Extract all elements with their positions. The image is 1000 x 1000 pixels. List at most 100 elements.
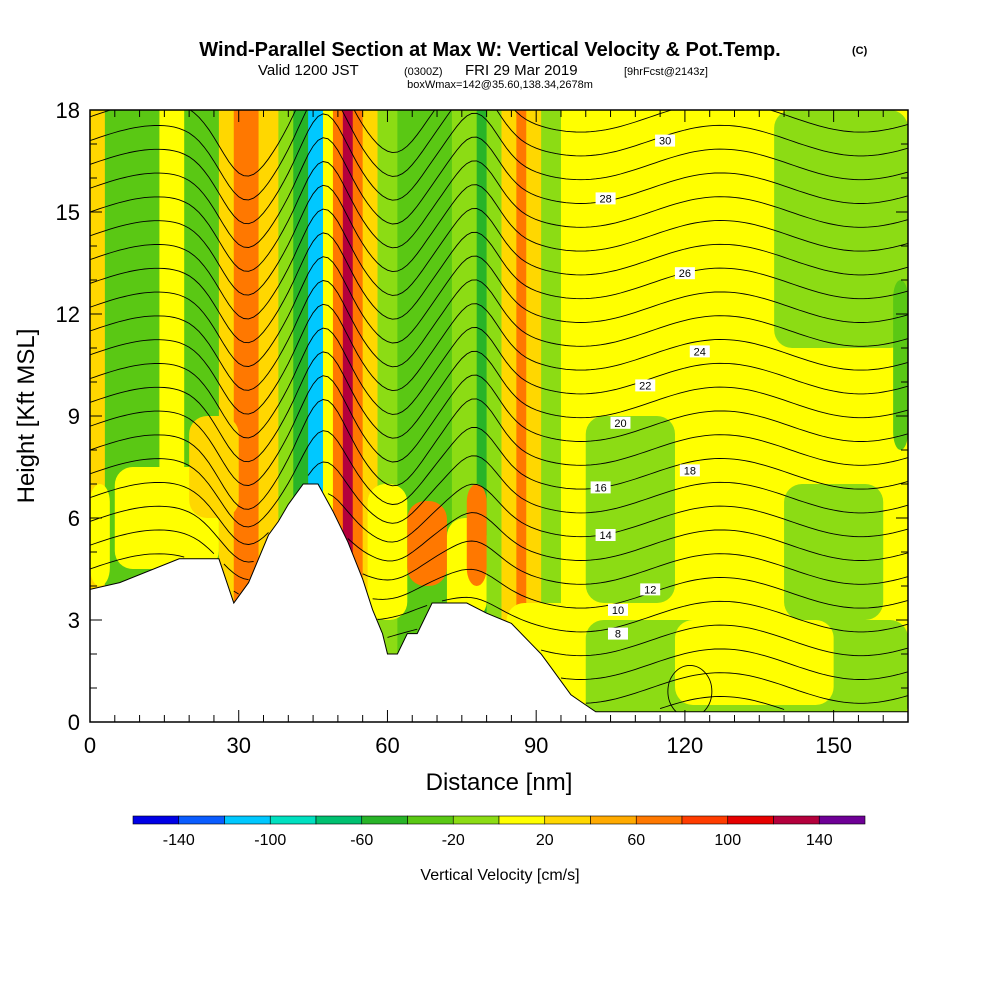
y-tick-label: 12	[56, 302, 80, 327]
theta-label: 10	[612, 605, 624, 617]
theta-contour-line	[90, 303, 908, 415]
theta-label: 16	[595, 482, 607, 494]
theta-contour-line	[372, 568, 908, 609]
colorbar-swatch	[452, 815, 500, 825]
y-tick-label: 9	[68, 404, 80, 429]
colorbar-tick-label: -20	[442, 832, 465, 849]
theta-contour-line	[560, 648, 908, 680]
theta-label: 30	[659, 136, 671, 148]
theta-label-bg	[635, 379, 656, 392]
subtitle-valid: Valid 1200 JST	[258, 62, 359, 79]
theta-contour-line	[90, 540, 908, 595]
theta-label: 12	[644, 584, 656, 596]
colorbar: -140 -100 -60 -20 20 60 100 140	[132, 815, 866, 849]
theta-contour-line	[90, 160, 908, 272]
velocity-patch	[407, 501, 447, 586]
subtitle-date: FRI 29 Mar 2019	[465, 62, 578, 79]
y-axis: 0 3 6 9 12 15 18	[56, 98, 908, 735]
theta-contour-line	[90, 483, 908, 563]
theta-label-bg	[595, 529, 616, 541]
colorbar-tick-label: 140	[806, 832, 833, 849]
theta-contour-line	[90, 136, 908, 248]
velocity-band	[323, 110, 334, 722]
colorbar-tick-label: -140	[163, 832, 195, 849]
colorbar-swatch	[315, 815, 363, 825]
theta-contour-line	[90, 455, 908, 545]
x-tick-label: 0	[84, 733, 96, 758]
velocity-patch	[674, 620, 834, 705]
theta-label-bg	[689, 345, 710, 358]
chart-subtitle: Valid 1200 JST (0300Z) FRI 29 Mar 2019 […	[258, 62, 708, 79]
theta-contour-line	[90, 427, 908, 528]
colorbar-tick-label: 60	[627, 832, 645, 849]
theta-contours	[90, 110, 908, 718]
x-tick-label: 120	[667, 733, 704, 758]
theta-label: 18	[684, 465, 696, 477]
theta-contour-line	[90, 398, 908, 510]
theta-contour-line	[90, 327, 908, 439]
y-tick-label: 6	[68, 506, 80, 531]
chart-title-text: Wind-Parallel Section at Max W: Vertical…	[199, 39, 780, 61]
colorbar-swatch	[498, 815, 546, 825]
colorbar-swatch	[269, 815, 317, 825]
colorbar-tick-label: -100	[254, 832, 286, 849]
x-tick-label: 150	[815, 733, 852, 758]
theta-contour-line	[90, 374, 908, 486]
theta-label-bg	[679, 464, 700, 477]
x-axis: 0 30 60 90 120 150	[84, 110, 909, 758]
velocity-patch	[784, 484, 884, 620]
theta-contour-line	[90, 184, 908, 296]
colorbar-swatch	[132, 815, 180, 825]
velocity-band	[476, 110, 488, 722]
theta-label-bg	[674, 267, 695, 280]
theta-contour-line	[90, 279, 908, 391]
theta-label-bg	[640, 583, 661, 596]
theta-contour-line	[659, 696, 785, 710]
colorbar-swatch	[727, 815, 774, 825]
x-axis-label: Distance [nm]	[426, 769, 573, 796]
y-axis-label: Height [Kft MSL]	[13, 329, 40, 504]
theta-label: 24	[694, 346, 706, 358]
chart-title: Wind-Parallel Section at Max W: Vertical…	[199, 39, 867, 61]
velocity-band	[541, 110, 562, 722]
colorbar-swatch	[407, 815, 454, 825]
theta-label-bg	[607, 627, 628, 640]
velocity-patch	[605, 110, 785, 416]
velocity-patch	[585, 416, 675, 603]
theta-label: 26	[679, 268, 691, 280]
colorbar-label: Vertical Velocity [cm/s]	[420, 867, 579, 884]
colorbar-tick-label: -60	[350, 832, 373, 849]
theta-contour-line	[90, 231, 908, 344]
velocity-band	[516, 110, 527, 722]
colorbar-swatch	[818, 815, 866, 825]
y-tick-label: 3	[68, 608, 80, 633]
velocity-fill-patches	[90, 110, 908, 722]
velocity-patch	[466, 484, 487, 586]
theta-contour-line	[90, 208, 908, 320]
theta-label: 28	[599, 193, 611, 205]
velocity-patch	[893, 280, 908, 450]
x-tick-label: 60	[375, 733, 399, 758]
theta-label-bg	[610, 416, 631, 429]
theta-label-bg	[590, 481, 611, 494]
plot-area: 8 10 12 14 16 18 20 22 24 26 28 30	[90, 110, 908, 722]
velocity-patch	[367, 484, 408, 620]
velocity-band	[332, 110, 344, 722]
theta-label-bg	[607, 603, 628, 616]
theta-label-bg	[655, 134, 676, 147]
theta-label: 8	[615, 629, 621, 641]
velocity-patch	[774, 110, 908, 348]
theta-contour-line	[377, 596, 908, 633]
colorbar-tick-label: 20	[536, 832, 554, 849]
velocity-band	[342, 110, 354, 722]
x-tick-label: 90	[524, 733, 548, 758]
colorbar-swatch	[635, 815, 683, 825]
theta-label-bg	[595, 192, 616, 205]
chart-title-mark: (C)	[852, 45, 868, 57]
colorbar-swatch	[178, 815, 225, 825]
terrain	[90, 483, 908, 722]
colorbar-swatch	[773, 815, 820, 825]
theta-contour-line	[90, 112, 908, 225]
theta-contour-line	[90, 110, 908, 201]
velocity-band	[526, 110, 542, 722]
